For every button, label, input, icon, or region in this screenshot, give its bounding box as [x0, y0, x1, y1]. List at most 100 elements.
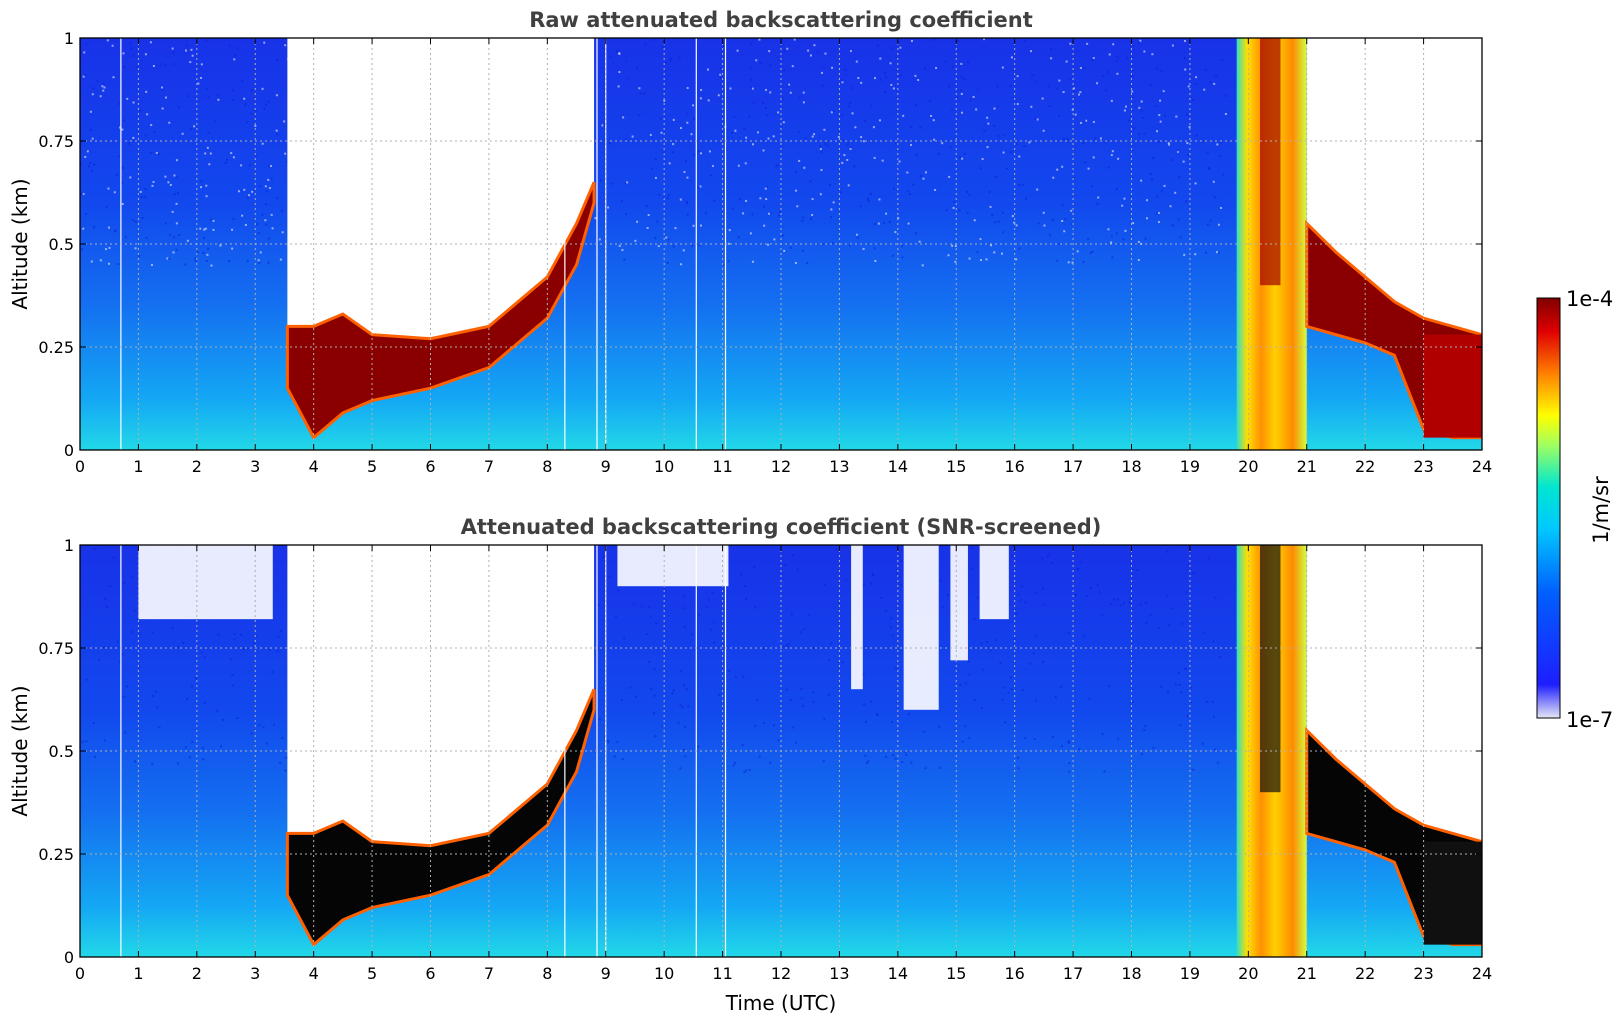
speckle	[655, 622, 658, 625]
speckle	[812, 701, 815, 704]
speckle	[1058, 242, 1061, 245]
speckle	[1092, 57, 1095, 60]
speckle	[804, 137, 807, 140]
speckle	[819, 145, 822, 148]
speckle	[1174, 191, 1177, 194]
speckle	[951, 108, 954, 111]
speckle	[862, 247, 865, 250]
speckle	[1076, 49, 1079, 52]
speckle	[669, 57, 672, 60]
speckle	[649, 133, 652, 136]
speckle	[1001, 66, 1004, 69]
speckle	[228, 44, 231, 47]
speckle	[1104, 140, 1107, 143]
speckle	[219, 244, 222, 247]
speckle	[985, 258, 988, 261]
speckle	[1015, 258, 1018, 261]
speckle	[1108, 684, 1111, 687]
speckle	[775, 165, 778, 168]
speckle	[910, 125, 913, 128]
speckle	[203, 701, 206, 704]
speckle	[765, 198, 768, 201]
speckle	[89, 162, 92, 165]
speckle	[231, 228, 234, 231]
speckle	[1189, 701, 1192, 704]
speckle	[1200, 140, 1203, 143]
speckle	[185, 49, 188, 52]
speckle	[152, 64, 155, 67]
speckle	[717, 94, 720, 97]
speckle	[920, 175, 923, 178]
speckle	[737, 164, 740, 167]
speckle	[989, 244, 992, 247]
speckle	[151, 184, 154, 187]
speckle	[894, 231, 897, 234]
speckle	[84, 155, 87, 158]
speckle	[769, 91, 772, 94]
speckle	[988, 191, 991, 194]
speckle	[830, 208, 833, 211]
speckle	[1079, 561, 1082, 564]
speckle	[967, 660, 970, 663]
speckle	[832, 110, 835, 113]
speckle	[1015, 612, 1018, 615]
speckle	[105, 248, 108, 251]
y-tick-label: 0.5	[49, 235, 74, 254]
speckle	[1070, 209, 1073, 212]
speckle	[749, 78, 752, 81]
speckle	[890, 721, 893, 724]
speckle	[1137, 41, 1140, 44]
speckle	[797, 131, 800, 134]
speckle	[1009, 151, 1012, 154]
speckle	[665, 236, 668, 239]
speckle	[1073, 89, 1076, 92]
speckle	[1034, 80, 1037, 83]
speckle	[265, 742, 268, 745]
speckle	[1062, 137, 1065, 140]
speckle	[683, 726, 686, 729]
speckle	[127, 142, 130, 145]
speckle	[901, 761, 904, 764]
fog-core	[1260, 38, 1281, 286]
speckle	[1206, 151, 1209, 154]
speckle	[757, 131, 760, 134]
speckle	[1051, 561, 1054, 564]
speckle	[1021, 689, 1024, 692]
speckle	[178, 234, 181, 237]
speckle	[813, 44, 816, 47]
speckle	[1154, 104, 1157, 107]
speckle	[221, 718, 224, 721]
x-tick-label: 8	[542, 457, 552, 476]
speckle	[202, 236, 205, 239]
speckle	[813, 133, 816, 136]
speckle	[1116, 56, 1119, 59]
speckle	[168, 121, 171, 124]
speckle	[241, 79, 244, 82]
speckle	[270, 213, 273, 216]
speckle	[905, 753, 908, 756]
speckle	[824, 52, 827, 55]
speckle	[164, 96, 167, 99]
speckle	[1002, 231, 1005, 234]
speckle	[827, 693, 830, 696]
speckle	[82, 227, 85, 230]
speckle	[131, 576, 134, 579]
speckle	[155, 151, 158, 154]
speckle	[1144, 725, 1147, 728]
y-tick-label: 0.25	[38, 338, 74, 357]
speckle	[248, 194, 251, 197]
speckle	[276, 133, 279, 136]
speckle	[167, 181, 170, 184]
screened-gap	[950, 545, 968, 661]
speckle	[83, 51, 86, 54]
speckle	[713, 641, 716, 644]
speckle	[1052, 176, 1055, 179]
speckle	[607, 741, 610, 744]
speckle	[1195, 134, 1198, 137]
speckle	[762, 102, 765, 105]
speckle	[686, 202, 689, 205]
speckle	[980, 707, 983, 710]
speckle	[1117, 737, 1120, 740]
speckle	[1211, 700, 1214, 703]
speckle	[200, 186, 203, 189]
